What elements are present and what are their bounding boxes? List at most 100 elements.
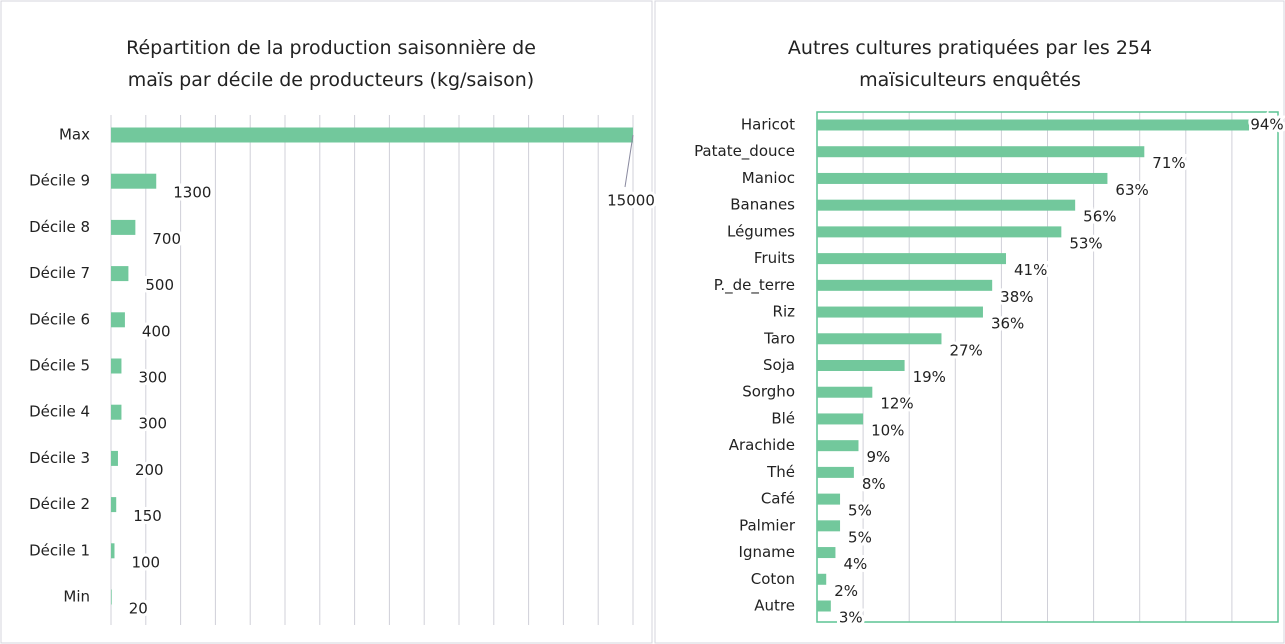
bar	[111, 358, 122, 374]
category-label: Décile 8	[29, 218, 90, 236]
value-label: 500	[145, 276, 174, 294]
bar	[111, 127, 633, 143]
category-label: Décile 9	[29, 172, 90, 190]
leader-line	[624, 134, 634, 188]
category-label: Autre	[754, 597, 795, 615]
value-label: 19%	[913, 368, 946, 386]
value-label: 100	[131, 553, 160, 571]
category-label: Fruits	[754, 249, 795, 267]
value-label: 8%	[862, 475, 886, 493]
bar	[817, 600, 831, 612]
value-label: 94%	[1250, 116, 1283, 134]
category-label: Décile 7	[29, 264, 90, 282]
category-label: Manioc	[742, 169, 795, 187]
value-label: 700	[152, 230, 181, 248]
value-label: 3%	[839, 609, 863, 627]
bar	[111, 404, 122, 420]
category-label: Décile 3	[29, 449, 90, 467]
category-label: P._de_terre	[714, 276, 795, 295]
value-label: 2%	[834, 582, 858, 600]
chart-title: Répartition de la production saisonnière…	[126, 37, 536, 91]
bar	[817, 466, 854, 478]
title-line: Autres cultures pratiquées par les 254	[788, 37, 1152, 59]
value-label: 150	[133, 507, 162, 525]
value-label: 9%	[866, 448, 890, 466]
bar	[817, 226, 1062, 238]
bar	[817, 360, 905, 371]
category-label: Bananes	[730, 196, 795, 214]
category-label: Légumes	[727, 222, 795, 240]
category-label: Haricot	[741, 116, 795, 134]
value-label: 38%	[1000, 288, 1033, 306]
value-label: 4%	[843, 555, 867, 573]
category-label: Max	[59, 126, 90, 144]
bar	[817, 547, 836, 559]
category-label: Taro	[763, 329, 795, 347]
bar	[111, 173, 157, 189]
bar	[111, 497, 117, 513]
category-label: Coton	[751, 570, 795, 588]
category-label: Arachide	[729, 436, 795, 454]
bar	[111, 219, 136, 235]
category-label: Sorgho	[742, 383, 795, 401]
category-label: Soja	[763, 356, 795, 374]
category-label: Patate_douce	[694, 142, 795, 161]
bar	[111, 589, 112, 605]
bar	[817, 146, 1145, 158]
value-label: 300	[138, 369, 167, 387]
value-label: 1300	[173, 184, 211, 202]
value-label: 56%	[1083, 208, 1116, 226]
category-label: Palmier	[739, 516, 796, 534]
bar	[817, 306, 983, 318]
category-label: Café	[761, 490, 795, 508]
category-label: Décile 2	[29, 495, 90, 513]
title-line: maïsiculteurs enquêtés	[859, 69, 1081, 91]
value-label: 400	[142, 322, 171, 340]
category-label: Min	[63, 588, 90, 606]
bar	[111, 450, 118, 466]
category-label: Blé	[771, 409, 795, 427]
bar	[817, 119, 1251, 131]
bar	[817, 253, 1007, 265]
bar	[817, 440, 859, 452]
bar	[817, 520, 841, 532]
bar	[111, 543, 115, 559]
value-label: 200	[135, 461, 164, 479]
bar	[817, 493, 841, 505]
value-label: 15000	[607, 192, 655, 210]
value-label: 10%	[871, 421, 904, 439]
value-label: 41%	[1014, 261, 1047, 279]
value-label: 20	[129, 600, 148, 618]
bar	[817, 413, 864, 425]
value-label: 5%	[848, 502, 872, 520]
bar	[817, 279, 993, 291]
bar	[817, 333, 942, 345]
value-label: 36%	[991, 315, 1024, 333]
category-label: Igname	[739, 543, 795, 561]
value-label: 63%	[1115, 181, 1148, 199]
category-label: Riz	[773, 303, 796, 321]
bar	[817, 386, 873, 398]
bar	[817, 573, 827, 585]
title-line: maïs par décile de producteurs (kg/saiso…	[128, 69, 534, 91]
category-label: Décile 5	[29, 357, 90, 375]
value-label: 53%	[1069, 234, 1102, 252]
chart-title: Autres cultures pratiquées par les 254 ma…	[788, 37, 1152, 91]
panel-left	[0, 0, 653, 644]
value-label: 71%	[1152, 154, 1185, 172]
value-label: 27%	[949, 341, 982, 359]
bar	[817, 199, 1076, 211]
value-label: 12%	[880, 395, 913, 413]
bar	[111, 266, 129, 282]
category-label: Décile 1	[29, 541, 90, 559]
value-label: 5%	[848, 528, 872, 546]
title-line: Répartition de la production saisonnière…	[126, 37, 536, 59]
panel-right	[654, 0, 1285, 644]
bar	[111, 312, 125, 328]
category-label: Décile 6	[29, 310, 90, 328]
value-label: 300	[138, 415, 167, 433]
category-label: Thé	[766, 463, 795, 481]
bar	[817, 172, 1108, 184]
category-label: Décile 4	[29, 403, 90, 421]
